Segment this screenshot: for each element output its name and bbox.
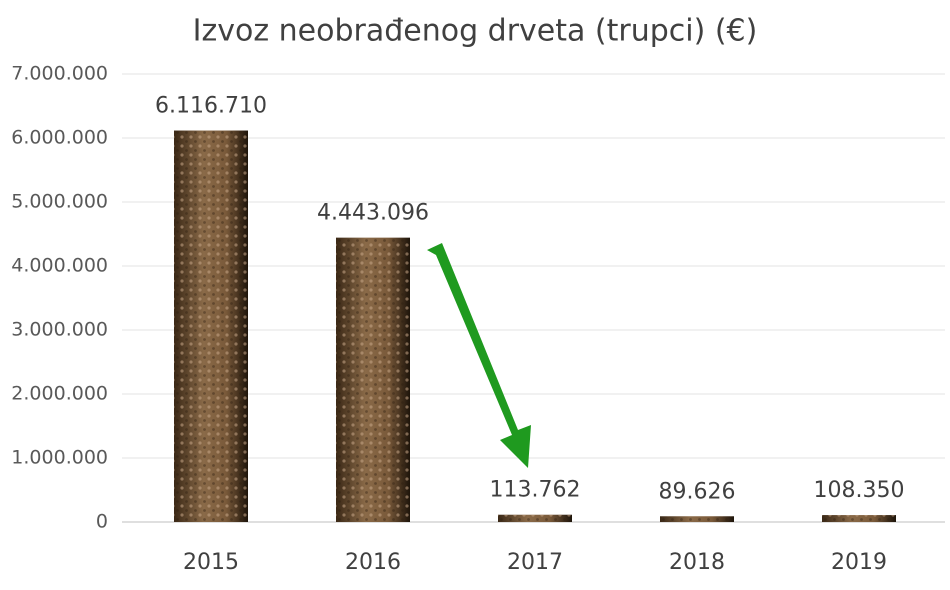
y-tick-label: 5.000.000 [11, 191, 108, 213]
bar [822, 515, 896, 522]
x-tick-label: 2016 [345, 550, 401, 575]
bar [498, 514, 572, 522]
value-label: 113.762 [490, 478, 581, 503]
bar [174, 130, 248, 522]
y-tick-label: 2.000.000 [11, 383, 108, 405]
x-tick-label: 2017 [507, 550, 563, 575]
bar-texture [336, 237, 410, 523]
x-tick-label: 2015 [183, 550, 239, 575]
value-label: 4.443.096 [317, 201, 429, 226]
y-tick-label: 0 [96, 511, 108, 533]
bar-texture [660, 516, 734, 522]
value-label: 89.626 [659, 479, 736, 504]
trend-arrow [427, 243, 531, 468]
y-tick-label: 1.000.000 [11, 447, 108, 469]
bar [336, 237, 410, 523]
bar [660, 516, 734, 522]
bar-texture [822, 515, 896, 522]
y-tick-label: 7.000.000 [11, 63, 108, 85]
y-tick-label: 4.000.000 [11, 255, 108, 277]
y-tick-label: 6.000.000 [11, 127, 108, 149]
chart-title: Izvoz neobrađenog drveta (trupci) (€) [193, 14, 758, 49]
bar-texture [498, 514, 572, 522]
x-tick-label: 2018 [669, 550, 725, 575]
value-label: 108.350 [814, 478, 905, 503]
y-tick-label: 3.000.000 [11, 319, 108, 341]
value-label: 6.116.710 [155, 94, 267, 119]
x-tick-label: 2019 [831, 550, 887, 575]
bar-texture [174, 130, 248, 522]
